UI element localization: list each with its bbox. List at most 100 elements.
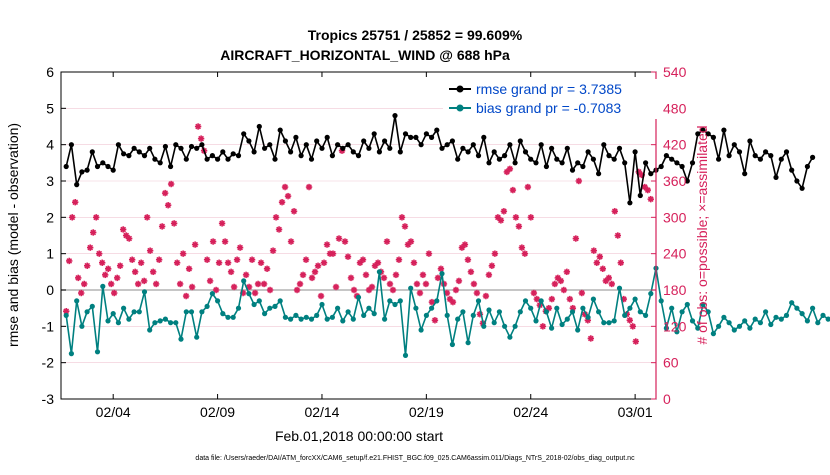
- bias-point: [475, 298, 482, 304]
- rmse-point: [632, 149, 638, 155]
- rmse-point: [131, 145, 137, 151]
- rmse-point: [449, 138, 455, 144]
- bias-point: [663, 325, 670, 331]
- bias-point: [288, 316, 294, 322]
- bias-point: [637, 309, 643, 315]
- obs-point: [506, 165, 514, 173]
- rmse-point: [303, 142, 309, 148]
- x-tick-label: 03/01: [618, 404, 653, 420]
- rmse-point: [136, 149, 142, 155]
- rmse-point: [366, 145, 372, 151]
- grid: [61, 71, 656, 400]
- bias-point: [778, 316, 784, 322]
- bias-point: [517, 309, 523, 315]
- y-axis-right: 0 60 120 180 240 300 360 420 480 540: [651, 64, 687, 407]
- rmse-point: [267, 142, 273, 148]
- rmse-point: [783, 149, 790, 155]
- rmse-point: [549, 145, 555, 151]
- rmse-point: [773, 174, 779, 180]
- rmse-point: [491, 149, 497, 155]
- bias-point: [298, 316, 304, 322]
- rmse-point: [340, 145, 346, 151]
- rmse-point: [601, 142, 607, 148]
- bias-point: [340, 318, 346, 324]
- rmse-point: [643, 160, 649, 166]
- obs-point: [179, 250, 187, 257]
- rmse-point: [188, 143, 195, 150]
- rmse-point: [794, 178, 800, 184]
- obs-point: [491, 250, 499, 257]
- bias-point: [152, 320, 158, 326]
- bias-point: [366, 305, 372, 311]
- rmse-point: [689, 160, 696, 166]
- bias-point: [79, 323, 85, 329]
- bias-point: [241, 278, 247, 284]
- bias-point: [611, 318, 617, 324]
- rmse-point: [335, 142, 341, 148]
- bias-point: [115, 320, 121, 326]
- y-tick-label-left: 1: [46, 246, 54, 262]
- bias-point: [794, 305, 800, 311]
- rmse-point: [215, 156, 221, 162]
- rmse-point: [663, 153, 670, 159]
- obs-point: [473, 289, 481, 297]
- bias-point: [209, 291, 215, 297]
- rmse-point: [439, 145, 445, 151]
- rmse-point: [79, 169, 85, 175]
- obs-point: [164, 202, 172, 209]
- bias-point: [147, 327, 153, 333]
- bias-point: [590, 296, 597, 302]
- obs-point: [335, 235, 343, 242]
- obs-point: [215, 259, 223, 266]
- rmse-point: [564, 145, 570, 151]
- rmse-point: [559, 160, 565, 166]
- obs-point: [437, 265, 445, 273]
- obs-point: [206, 277, 214, 285]
- bias-point: [220, 311, 226, 317]
- bias-point: [382, 316, 388, 322]
- rmse-point: [178, 145, 184, 151]
- obs-point: [389, 286, 397, 294]
- obs-point: [545, 304, 553, 312]
- y-tick-label-right: 540: [663, 64, 687, 80]
- obs-point: [81, 280, 88, 288]
- bias-point: [308, 316, 315, 322]
- rmse-point: [225, 156, 231, 162]
- rmse-point: [298, 153, 304, 159]
- bias-point: [329, 314, 335, 320]
- rmse-point: [209, 153, 215, 159]
- obs-point: [398, 214, 406, 221]
- rmse-point: [674, 160, 680, 166]
- bias-point: [230, 314, 236, 320]
- obs-point: [98, 259, 106, 266]
- obs-point: [87, 244, 94, 251]
- rmse-point: [402, 131, 409, 137]
- obs-point: [530, 289, 538, 297]
- rmse-point: [152, 156, 158, 162]
- bias-point: [643, 312, 649, 318]
- obs-point: [461, 241, 469, 248]
- rmse-point: [382, 138, 388, 144]
- bias-point: [679, 309, 685, 315]
- rmse-point: [350, 149, 356, 155]
- rmse-point: [616, 145, 623, 151]
- rmse-point: [126, 153, 132, 159]
- obs-point: [563, 268, 571, 276]
- obs-point: [203, 256, 211, 263]
- rmse-point: [387, 145, 393, 151]
- obs-point: [149, 268, 157, 276]
- rmse-point: [716, 156, 722, 162]
- rmse-point: [596, 171, 602, 177]
- obs-point: [89, 229, 97, 236]
- rmse-point: [778, 156, 784, 162]
- rmse-point: [742, 171, 748, 177]
- obs-point: [419, 271, 427, 279]
- rmse-point: [470, 142, 476, 148]
- obs-point: [323, 241, 331, 248]
- bias-point: [63, 312, 69, 318]
- bias-point: [627, 305, 633, 311]
- rmse-point: [475, 153, 482, 159]
- obs-point: [266, 286, 274, 294]
- bias-point: [502, 323, 508, 329]
